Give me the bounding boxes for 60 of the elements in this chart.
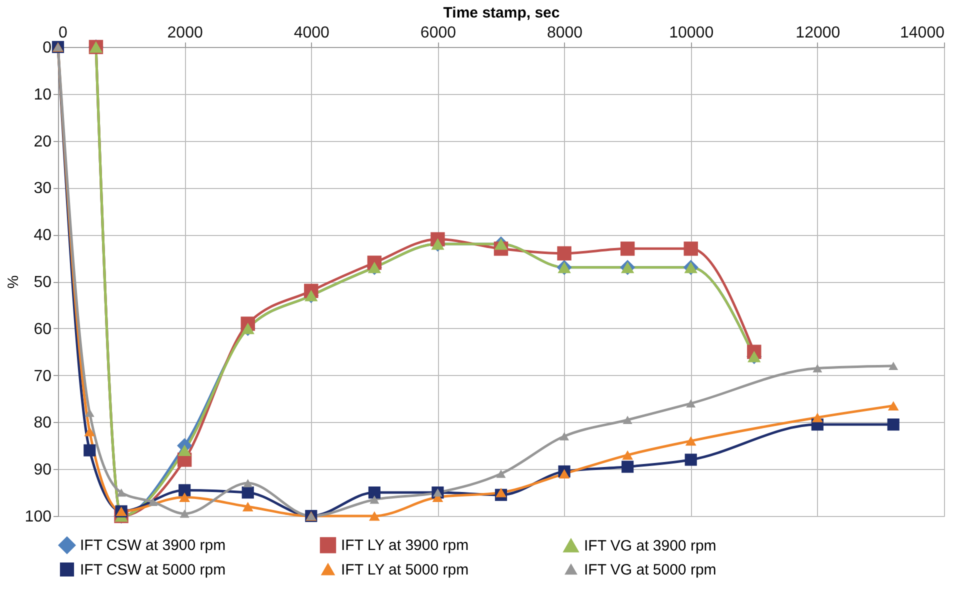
- point: [887, 418, 900, 431]
- point: [622, 450, 633, 460]
- legend-label: IFT CSW at 3900 rpm: [80, 537, 226, 554]
- y-axis-title: %: [4, 275, 22, 289]
- y-tick-label: 40: [34, 227, 52, 244]
- legend-label: IFT LY at 5000 rpm: [341, 562, 469, 578]
- point: [180, 510, 190, 518]
- point: [148, 498, 158, 506]
- y-tick-label: 20: [34, 133, 52, 150]
- point: [369, 511, 380, 521]
- point: [888, 401, 899, 410]
- point: [812, 412, 823, 422]
- point: [84, 408, 94, 417]
- point: [368, 486, 380, 499]
- y-tick-label: 0: [42, 40, 52, 56]
- point: [84, 444, 96, 456]
- x-tick-label: 6000: [420, 24, 456, 42]
- point: [622, 460, 634, 473]
- x-tick-label: 14000: [900, 24, 945, 42]
- point: [243, 479, 253, 488]
- point: [84, 426, 96, 436]
- y-tick-label: 90: [34, 462, 52, 479]
- x-tick-label: 2000: [167, 24, 203, 42]
- legend-label: IFT CSW at 5000 rpm: [80, 562, 226, 578]
- point: [179, 492, 190, 502]
- point: [560, 432, 570, 440]
- point: [620, 242, 635, 256]
- legend-label: IFT VG at 5000 rpm: [584, 562, 716, 578]
- x-axis-title: Time stamp, sec: [443, 4, 560, 22]
- y-tick-label: 80: [34, 414, 52, 432]
- y-tick-label: 10: [34, 86, 52, 104]
- y-tick-label: 50: [34, 274, 52, 291]
- y-tick-label: 30: [34, 180, 52, 198]
- point: [116, 488, 126, 497]
- legend-label: IFT VG at 3900 rpm: [584, 538, 716, 555]
- x-tick-label: 12000: [796, 24, 840, 42]
- y-tick-label: 60: [34, 320, 52, 338]
- point: [685, 436, 696, 446]
- point: [178, 444, 192, 456]
- point: [496, 488, 506, 498]
- point: [812, 364, 822, 372]
- point: [686, 399, 696, 408]
- x-tick-label: 10000: [669, 24, 714, 42]
- x-tick-label: 8000: [546, 24, 583, 42]
- point: [242, 502, 254, 512]
- x-tick-label: 4000: [294, 24, 330, 42]
- point: [622, 416, 632, 424]
- point: [370, 495, 380, 504]
- y-tick-label: 100: [24, 508, 52, 526]
- y-tick-label: 70: [34, 368, 52, 385]
- point: [178, 484, 191, 496]
- point: [496, 470, 506, 478]
- legend-label: IFT LY at 3900 rpm: [341, 537, 469, 554]
- x-tick-label: 0: [58, 24, 68, 42]
- point: [684, 454, 697, 466]
- point: [557, 246, 572, 260]
- point: [558, 469, 570, 478]
- point: [242, 486, 254, 499]
- point: [684, 242, 698, 256]
- point: [888, 362, 898, 370]
